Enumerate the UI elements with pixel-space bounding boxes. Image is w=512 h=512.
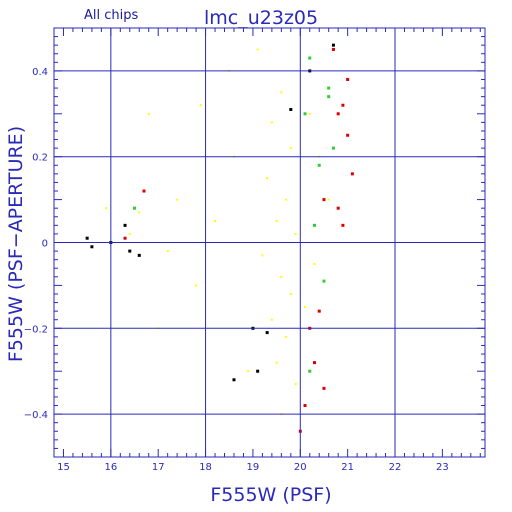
point <box>232 378 236 382</box>
point <box>90 245 94 249</box>
point <box>289 147 292 150</box>
point <box>85 236 89 240</box>
y-axis-ticks: −0.4 −0.2 0 0.2 0.4 <box>24 67 48 421</box>
point <box>247 370 250 373</box>
point <box>327 95 331 99</box>
point <box>322 386 326 390</box>
point <box>303 404 307 408</box>
point <box>137 253 141 257</box>
point <box>214 220 217 223</box>
y-tick-label: −0.4 <box>24 410 48 421</box>
point <box>312 361 316 365</box>
point <box>331 43 335 47</box>
y-tick-label: 0.2 <box>32 153 48 164</box>
point <box>270 121 273 124</box>
point <box>331 146 335 150</box>
point <box>312 223 316 227</box>
x-tick-label: 20 <box>294 462 307 473</box>
grid-layer <box>53 27 486 458</box>
point <box>289 292 292 295</box>
point <box>275 220 278 223</box>
point <box>265 331 269 335</box>
point <box>327 198 330 201</box>
point <box>308 112 311 115</box>
point <box>294 383 297 386</box>
point <box>256 369 260 373</box>
point <box>275 361 278 364</box>
y-axis-label: F555W (PSF−APERTURE) <box>5 126 27 362</box>
point <box>304 305 307 308</box>
point <box>123 236 127 240</box>
point <box>128 232 131 235</box>
x-tick-label: 21 <box>341 462 354 473</box>
point <box>256 48 259 51</box>
point <box>341 103 345 107</box>
point <box>294 232 297 235</box>
point <box>317 309 321 313</box>
point <box>322 198 326 202</box>
x-tick-label: 22 <box>389 462 402 473</box>
subtitle: All chips <box>84 8 138 23</box>
point <box>331 47 335 51</box>
point <box>138 211 141 214</box>
point <box>322 279 326 283</box>
point <box>123 223 127 227</box>
x-tick-label: 18 <box>199 462 212 473</box>
point <box>327 86 331 90</box>
point <box>166 250 169 253</box>
point <box>341 223 345 227</box>
y-tick-label: 0 <box>42 239 48 250</box>
x-axis-ticks: 15 16 17 18 19 20 21 22 23 <box>57 462 449 473</box>
point <box>266 177 269 180</box>
chart-title: lmc_u23z05 <box>204 7 318 29</box>
point <box>261 254 264 257</box>
point <box>280 275 283 278</box>
point <box>199 104 202 107</box>
y-tick-label: −0.2 <box>24 324 48 335</box>
x-tick-label: 16 <box>104 462 117 473</box>
point <box>133 206 137 210</box>
point <box>313 262 316 265</box>
point <box>346 77 350 81</box>
y-tick-label: 0.4 <box>32 67 48 78</box>
point <box>308 56 312 60</box>
x-axis-label: F555W (PSF) <box>210 484 331 506</box>
point <box>195 284 198 287</box>
point <box>308 369 312 373</box>
x-tick-label: 23 <box>436 462 449 473</box>
point <box>105 207 108 210</box>
x-tick-label: 17 <box>152 462 165 473</box>
point <box>336 112 340 116</box>
point <box>285 335 288 338</box>
point <box>346 133 350 137</box>
series-1 <box>133 56 335 373</box>
point <box>142 189 146 193</box>
x-tick-label: 19 <box>247 462 260 473</box>
point <box>336 206 340 210</box>
point <box>350 172 354 176</box>
point <box>176 198 179 201</box>
point <box>280 91 283 94</box>
point <box>303 112 307 116</box>
point <box>128 249 132 253</box>
x-tick-label: 15 <box>57 462 70 473</box>
point <box>270 318 273 321</box>
point <box>147 112 150 115</box>
point <box>289 108 293 112</box>
point <box>317 163 321 167</box>
point <box>285 198 288 201</box>
